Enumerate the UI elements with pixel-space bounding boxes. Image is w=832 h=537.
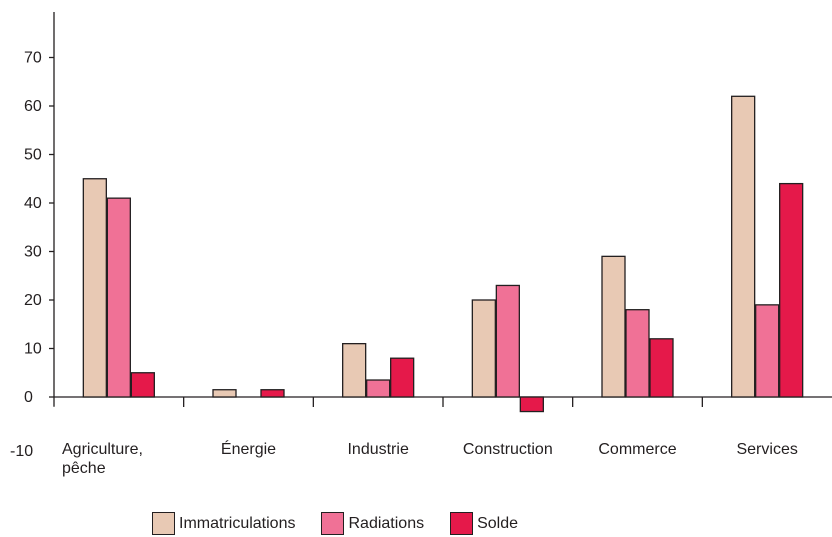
y-tick-label: 40 [24, 195, 42, 212]
legend-label-immatriculations: Immatriculations [179, 514, 296, 532]
y-tick-label: 10 [24, 341, 42, 358]
bar-immatriculations [731, 95, 756, 398]
category-label: Construction [463, 441, 553, 458]
bar-immatriculations [342, 342, 367, 398]
category-labels: Agriculture, pêche Énergie Industrie Constru… [62, 439, 798, 477]
y-tick-label: -10 [10, 443, 33, 460]
y-tick-label: 70 [24, 50, 42, 67]
y-axis: 70 60 50 40 30 20 10 0 -10 [10, 12, 55, 460]
category-label: Énergie [221, 439, 276, 458]
y-tick-label: 0 [24, 389, 33, 406]
legend-item-solde: Solde [450, 512, 518, 535]
y-tick-label: 60 [24, 98, 42, 115]
bar-solde [779, 182, 804, 398]
bar-solde [519, 396, 544, 413]
bar-radiations [106, 197, 131, 398]
bar-immatriculations [471, 299, 496, 398]
x-axis [54, 396, 832, 407]
legend: Immatriculations Radiations Solde [152, 512, 544, 535]
bar-immatriculations [82, 178, 107, 398]
bar-immatriculations [212, 389, 237, 398]
legend-item-radiations: Radiations [321, 512, 424, 535]
y-tick-label: 20 [24, 292, 42, 309]
bar-radiations [495, 284, 520, 398]
category-label: Agriculture, pêche [62, 441, 143, 477]
bar-solde [649, 338, 674, 398]
legend-swatch-radiations [321, 512, 345, 535]
legend-swatch-immatriculations [152, 512, 175, 535]
legend-label-solde: Solde [477, 514, 519, 532]
legend-item-immatriculations: Immatriculations [152, 512, 295, 535]
bars [82, 95, 804, 413]
bar-solde [260, 389, 285, 398]
y-tick-label: 50 [24, 147, 42, 164]
category-label: Services [736, 441, 797, 458]
bar-radiations [755, 304, 780, 398]
y-tick-label: 30 [24, 244, 42, 261]
legend-label-radiations: Radiations [348, 514, 425, 532]
category-label: Industrie [347, 441, 408, 458]
bar-solde [390, 357, 415, 398]
category-label: Commerce [598, 441, 676, 458]
bar-radiations [366, 379, 391, 398]
bar-immatriculations [601, 255, 626, 398]
legend-swatch-solde [450, 512, 474, 535]
bar-solde [130, 372, 155, 398]
bar-radiations [625, 309, 650, 398]
